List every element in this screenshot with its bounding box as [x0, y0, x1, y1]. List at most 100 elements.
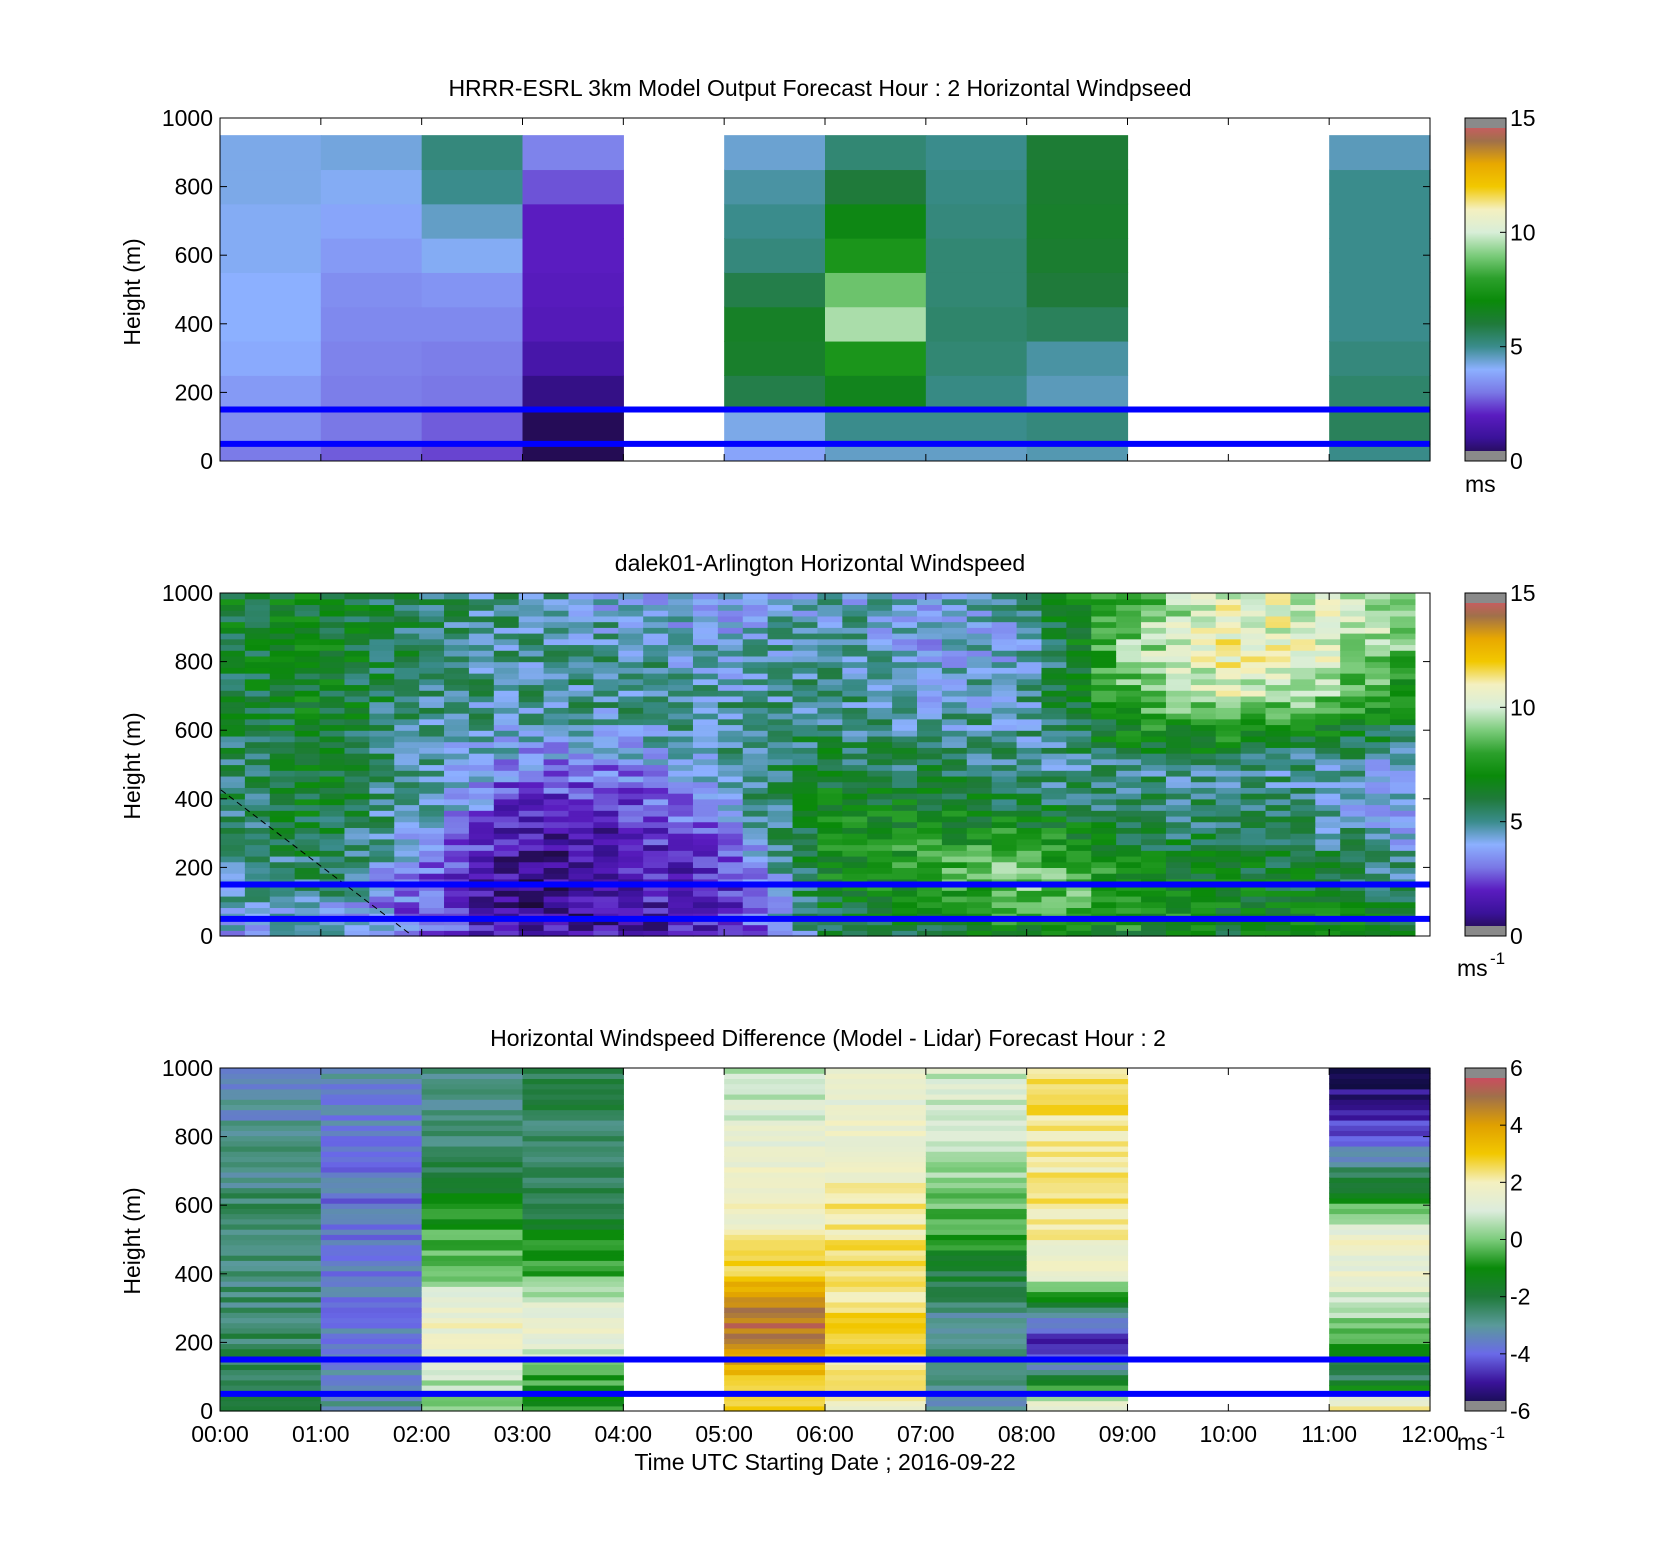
heatmap-cell [220, 409, 322, 445]
heatmap-cell [892, 804, 918, 811]
heatmap-cell [825, 1161, 927, 1168]
heatmap-cell [717, 604, 744, 611]
heatmap-cell [244, 644, 271, 651]
heatmap-cell [220, 1109, 322, 1116]
heatmap-cell [817, 918, 843, 926]
heatmap-cell [294, 724, 321, 731]
heatmap-cell [1265, 730, 1292, 737]
x-tick-label: 04:00 [595, 1421, 653, 1447]
heatmap-cell [825, 1270, 927, 1277]
heatmap-cell [1389, 833, 1416, 840]
heatmap-cell [1190, 861, 1217, 868]
heatmap-cell [643, 827, 669, 834]
heatmap-cell [1165, 873, 1192, 880]
heatmap-cell [518, 884, 545, 891]
heatmap-cell [917, 855, 943, 863]
heatmap-cell [269, 655, 296, 663]
heatmap-cell [444, 627, 470, 634]
heatmap-cell [419, 735, 445, 743]
heatmap-cell [925, 306, 1028, 342]
heatmap-cell [817, 804, 843, 811]
heatmap-cell [1215, 735, 1242, 743]
heatmap-cell [468, 867, 495, 874]
heatmap-cell [344, 638, 370, 646]
heatmap-cell [1265, 873, 1292, 880]
heatmap-cell [344, 787, 370, 794]
heatmap-cell [518, 764, 545, 771]
heatmap-cell [220, 1140, 322, 1147]
heatmap-cell [269, 867, 296, 874]
heatmap-cell [825, 1083, 927, 1090]
heatmap-cell [724, 203, 826, 239]
heatmap-cell [1389, 918, 1416, 926]
heatmap-cell [668, 661, 694, 668]
heatmap-cell [1026, 1327, 1129, 1334]
heatmap-cell [867, 867, 893, 874]
heatmap-cell [867, 787, 893, 794]
heatmap-cell [1141, 781, 1167, 788]
heatmap-cell [767, 724, 794, 731]
heatmap-cell [468, 838, 495, 846]
heatmap-cell [369, 661, 395, 668]
heatmap-cell [568, 610, 594, 617]
heatmap-cell [522, 203, 624, 239]
heatmap-cell [1026, 1249, 1129, 1256]
reference-lines-lidar [220, 881, 1430, 922]
heatmap-cell [493, 770, 520, 777]
heatmap-cell [568, 930, 594, 937]
heatmap-cell [941, 930, 968, 937]
y-tick-label: 200 [175, 1329, 213, 1355]
heatmap-cell [892, 667, 918, 674]
heatmap-cell [618, 804, 644, 811]
heatmap-cell [1091, 770, 1117, 777]
heatmap-cell [468, 850, 495, 857]
heatmap-cell [493, 781, 520, 788]
heatmap-cell [991, 724, 1018, 731]
heatmap-cell [767, 650, 794, 657]
heatmap-cell [643, 804, 669, 811]
heatmap-cell [1240, 753, 1267, 760]
heatmap-cell [1066, 901, 1092, 909]
heatmap-cell [1091, 678, 1117, 686]
heatmap-cell [1340, 621, 1366, 628]
colorbar-unit-superscript-difference: -1 [1490, 1423, 1505, 1442]
heatmap-cell [493, 764, 520, 771]
heatmap-cell [468, 633, 495, 640]
heatmap-cell [742, 787, 769, 794]
heatmap-cell [724, 1208, 826, 1215]
heatmap-cell [1165, 901, 1192, 909]
heatmap-cell [643, 661, 669, 668]
heatmap-cell [991, 747, 1018, 754]
heatmap-cell [1389, 627, 1416, 634]
heatmap-cell [892, 604, 918, 611]
heatmap-cell [1315, 650, 1341, 657]
heatmap-cell [294, 764, 321, 771]
heatmap-cell [1315, 644, 1341, 651]
heatmap-cell [1329, 1265, 1431, 1272]
heatmap-cell [543, 850, 570, 857]
heatmap-cell [522, 1333, 624, 1339]
heatmap-cell [1290, 918, 1316, 926]
heatmap-cell [1365, 690, 1391, 697]
heatmap-cell [444, 821, 470, 828]
heatmap-cell [724, 1338, 826, 1345]
heatmap-cell [1290, 861, 1316, 868]
heatmap-cell [369, 924, 395, 931]
heatmap-cell [421, 1171, 524, 1178]
heatmap-cell [421, 1348, 524, 1355]
panel-title-model: HRRR-ESRL 3km Model Output Forecast Hour… [448, 75, 1191, 101]
heatmap-cell [825, 1135, 927, 1142]
heatmap-cell [1190, 655, 1217, 663]
heatmap-cell [244, 638, 271, 646]
heatmap-cell [742, 753, 769, 760]
heatmap-cell [842, 918, 868, 926]
heatmap-cell [294, 598, 321, 606]
heatmap-cell [1265, 838, 1292, 846]
heatmap-cell [1091, 775, 1117, 783]
heatmap-cell [925, 1249, 1028, 1256]
heatmap-cell [320, 306, 423, 342]
heatmap-cell [1041, 695, 1067, 703]
heatmap-cell [941, 598, 968, 606]
heatmap-cell [1329, 1109, 1431, 1116]
heatmap-cell [419, 821, 445, 828]
